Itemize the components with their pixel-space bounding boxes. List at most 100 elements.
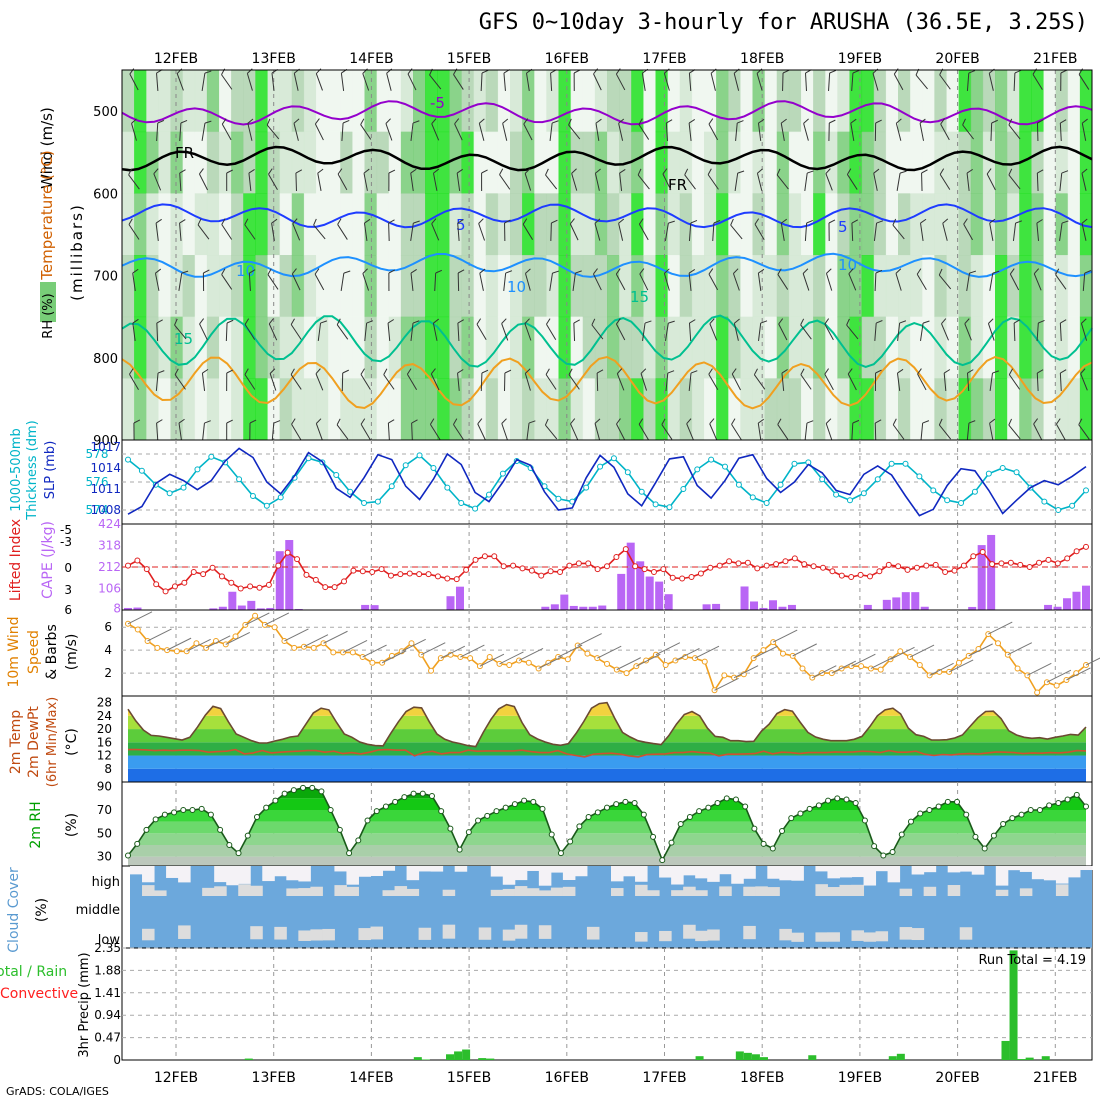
- rh-shade-cell: [898, 378, 911, 441]
- cloud-gap: [815, 932, 828, 942]
- lifted-index-line-point: [519, 565, 526, 572]
- wind-barb: [942, 218, 949, 241]
- date-labels-bottom: 12FEB 13FEB 14FEB 15FEB 16FEB 17FEB 18FEB 19FEB…: [154, 1070, 1078, 1086]
- wind-barb: [410, 320, 420, 341]
- wind-speed-line-point: [877, 666, 884, 673]
- wind-barb: [546, 318, 557, 340]
- rh-shade-cell: [473, 193, 487, 256]
- rh-shade-cell: [873, 131, 887, 194]
- temp-tick: 16: [97, 735, 112, 749]
- wind-barb: [1081, 168, 1088, 191]
- rh-shade-cell: [267, 316, 281, 379]
- lifted-index-line-point: [594, 566, 601, 573]
- rh-shade-cell: [182, 255, 196, 318]
- wind-barb: [410, 168, 417, 191]
- cloud-gap: [1067, 866, 1081, 878]
- wind-barb: [524, 168, 532, 191]
- slp-line: [127, 447, 1087, 517]
- rh-shade-cell: [413, 316, 426, 379]
- lifted-index-line-point: [829, 568, 836, 575]
- cloud-gap: [298, 866, 311, 882]
- lifted-index-line-point: [1045, 556, 1052, 563]
- wind-barb: [457, 219, 464, 242]
- cloud-gap: [562, 866, 576, 880]
- wind-barb: [709, 418, 718, 441]
- lifted-index-line-point: [782, 558, 789, 565]
- rh-line-point: [1083, 803, 1089, 810]
- rh-shade-cell: [631, 131, 644, 194]
- rh2m-label-2: (%): [64, 813, 80, 837]
- wind-speed-line-point: [154, 644, 161, 651]
- wind-barb: [477, 418, 486, 441]
- precip-bar: [446, 1054, 455, 1060]
- wind-barb: [591, 318, 604, 340]
- rh-line-point: [401, 794, 408, 801]
- rh-line-point: [732, 796, 739, 803]
- rh-shade-cell: [558, 316, 572, 379]
- rh-line-point: [907, 818, 914, 825]
- rh-shade-cell: [885, 378, 899, 441]
- rh-shade-cell: [243, 70, 256, 133]
- rh-line-point: [889, 849, 896, 855]
- cape-tick: 424: [98, 517, 121, 531]
- rh-shade-cell: [704, 255, 717, 318]
- cloud-gap: [142, 928, 155, 941]
- rh-shade-cell: [679, 70, 693, 133]
- rh-shade-cell: [570, 255, 584, 318]
- rh-shade-cell: [776, 255, 790, 318]
- wind-barb: [846, 318, 859, 340]
- wind-barb: [524, 268, 531, 291]
- rh-shade-cell: [643, 378, 656, 441]
- wind-barb: [221, 268, 233, 290]
- cloud-gap: [1019, 888, 1033, 896]
- wind-barb: [1008, 118, 1021, 140]
- rh-shade-cell: [328, 255, 341, 318]
- rh-shade-cell: [922, 193, 935, 256]
- rh-shade-cell: [303, 193, 317, 256]
- rh-shade-cell: [388, 378, 402, 441]
- thickness-line-point: [555, 495, 562, 502]
- rh-line-point: [373, 808, 380, 815]
- rh-shade-cell: [219, 131, 232, 194]
- wind-barb: [545, 368, 557, 390]
- rh-shade-cell: [1055, 131, 1069, 194]
- surface-wind-barb: [753, 645, 778, 659]
- precip-panel: [121, 947, 1093, 1061]
- temp-tick: 12: [97, 749, 112, 763]
- rh-shade-cell: [158, 131, 171, 194]
- wind-barb: [731, 418, 742, 440]
- cape-bar: [237, 605, 246, 610]
- precip-tick: 0: [113, 1053, 121, 1067]
- rh-shade-cell: [885, 70, 899, 133]
- cloud-gap: [707, 929, 720, 941]
- cloud-gap: [142, 885, 155, 896]
- wind-barb: [688, 269, 696, 292]
- rh-shade-cell: [667, 193, 681, 256]
- cloud-gap: [214, 886, 227, 896]
- rh-shade-cell: [122, 316, 135, 379]
- rh-shade-cell: [1007, 316, 1020, 379]
- contour-label: -5: [430, 94, 445, 112]
- rh-shade-cell: [801, 131, 814, 194]
- cape-label: CAPE (J/kg): [40, 521, 56, 599]
- thickness-line-point: [402, 462, 409, 469]
- rh-shade-cell: [934, 378, 947, 441]
- rh-line-point: [954, 798, 961, 805]
- wind-barb: [550, 219, 558, 242]
- precip-bar: [1041, 1056, 1050, 1060]
- rh-shade-cell: [219, 378, 232, 441]
- rh-shade-cell: [716, 193, 729, 256]
- thickness-line-point: [249, 493, 256, 499]
- lifted-index-line-point: [294, 556, 301, 563]
- lifted-index-line-point: [1064, 555, 1071, 562]
- thickness-line-point: [180, 484, 187, 491]
- cloud-gap: [683, 924, 696, 939]
- wind-barb: [269, 368, 277, 391]
- cloud-gap: [827, 932, 840, 942]
- lifted-index-line-point: [697, 570, 704, 577]
- rh-shade-cell: [328, 193, 341, 256]
- wind-speed-line-point: [408, 640, 415, 647]
- upper-air-labels: Wind (m/s) Temperature (°C) RH (%) (mill…: [38, 107, 86, 339]
- wind-barb: [757, 418, 765, 441]
- rh-shade-cell: [158, 70, 171, 133]
